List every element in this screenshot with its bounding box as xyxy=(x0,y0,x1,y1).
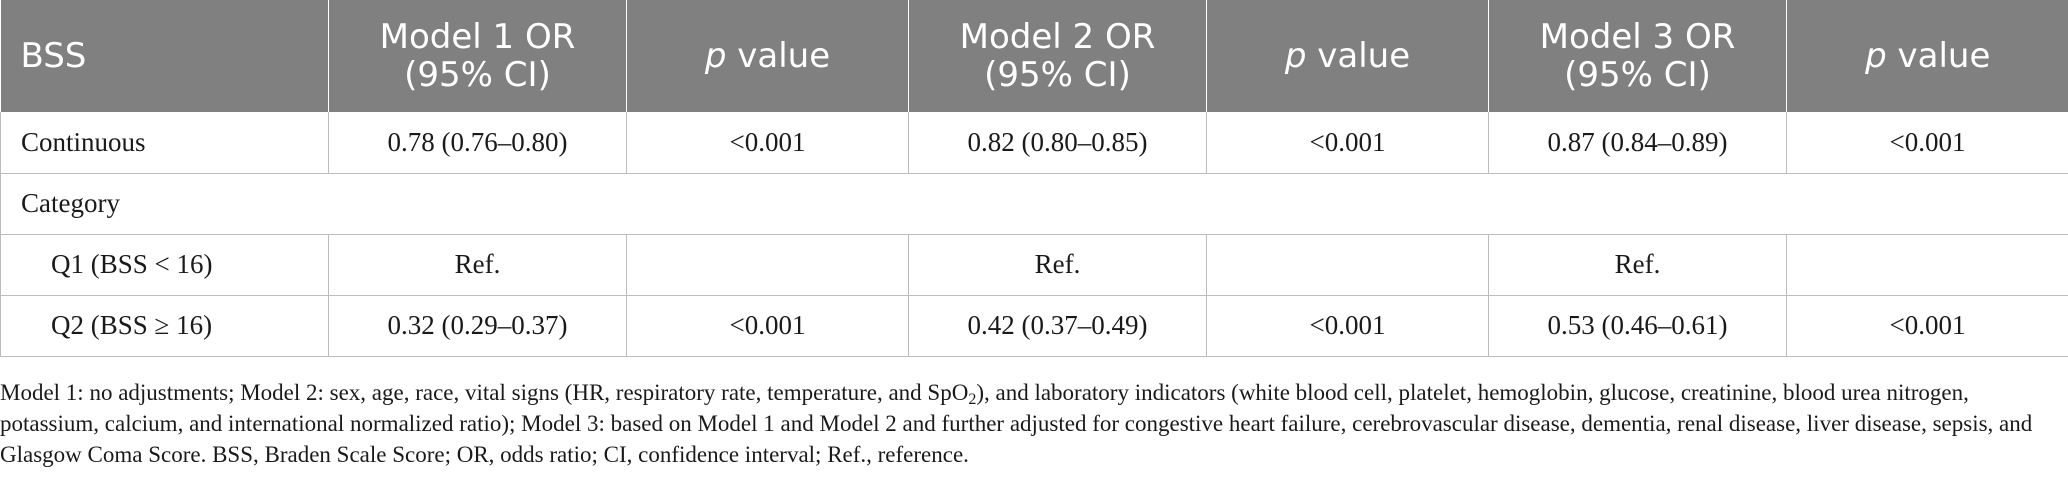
cell-model3-or: 0.87 (0.84–0.89) xyxy=(1488,112,1787,174)
header-p1-rest: value xyxy=(726,36,831,76)
header-model1-line2: (95% CI) xyxy=(404,55,551,95)
header-p3: p value xyxy=(1786,0,2068,112)
row-label: Q1 (BSS < 16) xyxy=(0,233,329,296)
header-p1: p value xyxy=(626,0,909,112)
cell-model1-p: <0.001 xyxy=(626,294,909,357)
header-bss: BSS xyxy=(0,0,329,112)
header-model3-line2: (95% CI) xyxy=(1564,55,1711,95)
footnote-part1: Model 1: no adjustments; Model 2: sex, a… xyxy=(0,380,969,405)
header-model3: Model 3 OR (95% CI) xyxy=(1488,0,1787,112)
header-p2: p value xyxy=(1206,0,1489,112)
footnote-part2: ), and laboratory indicators (white bloo… xyxy=(0,380,2033,467)
row-label: Continuous xyxy=(0,112,329,174)
cell-model3-or: Ref. xyxy=(1488,233,1787,296)
header-p3-italic: p xyxy=(1865,36,1887,76)
cell-model2-p: <0.001 xyxy=(1206,294,1489,357)
header-p2-rest: value xyxy=(1306,36,1411,76)
header-model2: Model 2 OR (95% CI) xyxy=(908,0,1207,112)
cell-model2-or: Ref. xyxy=(908,233,1207,296)
table-row-category: Category xyxy=(0,172,2068,235)
header-model1-line1: Model 1 OR xyxy=(379,17,576,57)
odds-ratio-table: BSS Model 1 OR (95% CI) p value Model 2 O… xyxy=(0,0,2068,357)
header-p2-italic: p xyxy=(1284,36,1307,76)
table-row-q2: Q2 (BSS ≥ 16) 0.32 (0.29–0.37) <0.001 0.… xyxy=(0,294,2068,357)
cell-model3-p xyxy=(1786,233,2068,296)
table-body: Continuous 0.78 (0.76–0.80) <0.001 0.82 … xyxy=(0,112,2068,357)
cell-model1-p xyxy=(626,233,909,296)
footnote-subscript: 2 xyxy=(968,391,977,408)
header-model3-line1: Model 3 OR xyxy=(1539,17,1736,57)
table-row-q1: Q1 (BSS < 16) Ref. Ref. Ref. xyxy=(0,233,2068,296)
cell-model1-p: <0.001 xyxy=(626,112,909,174)
table-row-continuous: Continuous 0.78 (0.76–0.80) <0.001 0.82 … xyxy=(0,112,2068,174)
cell-model2-p: <0.001 xyxy=(1206,112,1489,174)
header-model1: Model 1 OR (95% CI) xyxy=(328,0,627,112)
cell-model2-p xyxy=(1206,233,1489,296)
header-model2-line2: (95% CI) xyxy=(984,55,1131,95)
cell-model3-p: <0.001 xyxy=(1786,112,2068,174)
header-model2-line1: Model 2 OR xyxy=(959,17,1156,57)
row-label: Q2 (BSS ≥ 16) xyxy=(0,294,329,357)
cell-model1-or: 0.32 (0.29–0.37) xyxy=(328,294,627,357)
cell-model1-or: 0.78 (0.76–0.80) xyxy=(328,112,627,174)
header-p3-rest: value xyxy=(1886,36,1991,76)
header-p1-italic: p xyxy=(704,36,727,76)
table-header: BSS Model 1 OR (95% CI) p value Model 2 O… xyxy=(0,0,2068,112)
cell-model1-or: Ref. xyxy=(328,233,627,296)
cell-model3-p: <0.001 xyxy=(1786,294,2068,357)
header-bss-label: BSS xyxy=(20,36,87,76)
table-footnote: Model 1: no adjustments; Model 2: sex, a… xyxy=(0,377,2062,470)
row-label-category: Category xyxy=(0,172,2068,235)
header-row: BSS Model 1 OR (95% CI) p value Model 2 O… xyxy=(0,0,2068,112)
cell-model2-or: 0.42 (0.37–0.49) xyxy=(908,294,1207,357)
cell-model3-or: 0.53 (0.46–0.61) xyxy=(1488,294,1787,357)
results-table-container: BSS Model 1 OR (95% CI) p value Model 2 O… xyxy=(0,0,2068,357)
cell-model2-or: 0.82 (0.80–0.85) xyxy=(908,112,1207,174)
